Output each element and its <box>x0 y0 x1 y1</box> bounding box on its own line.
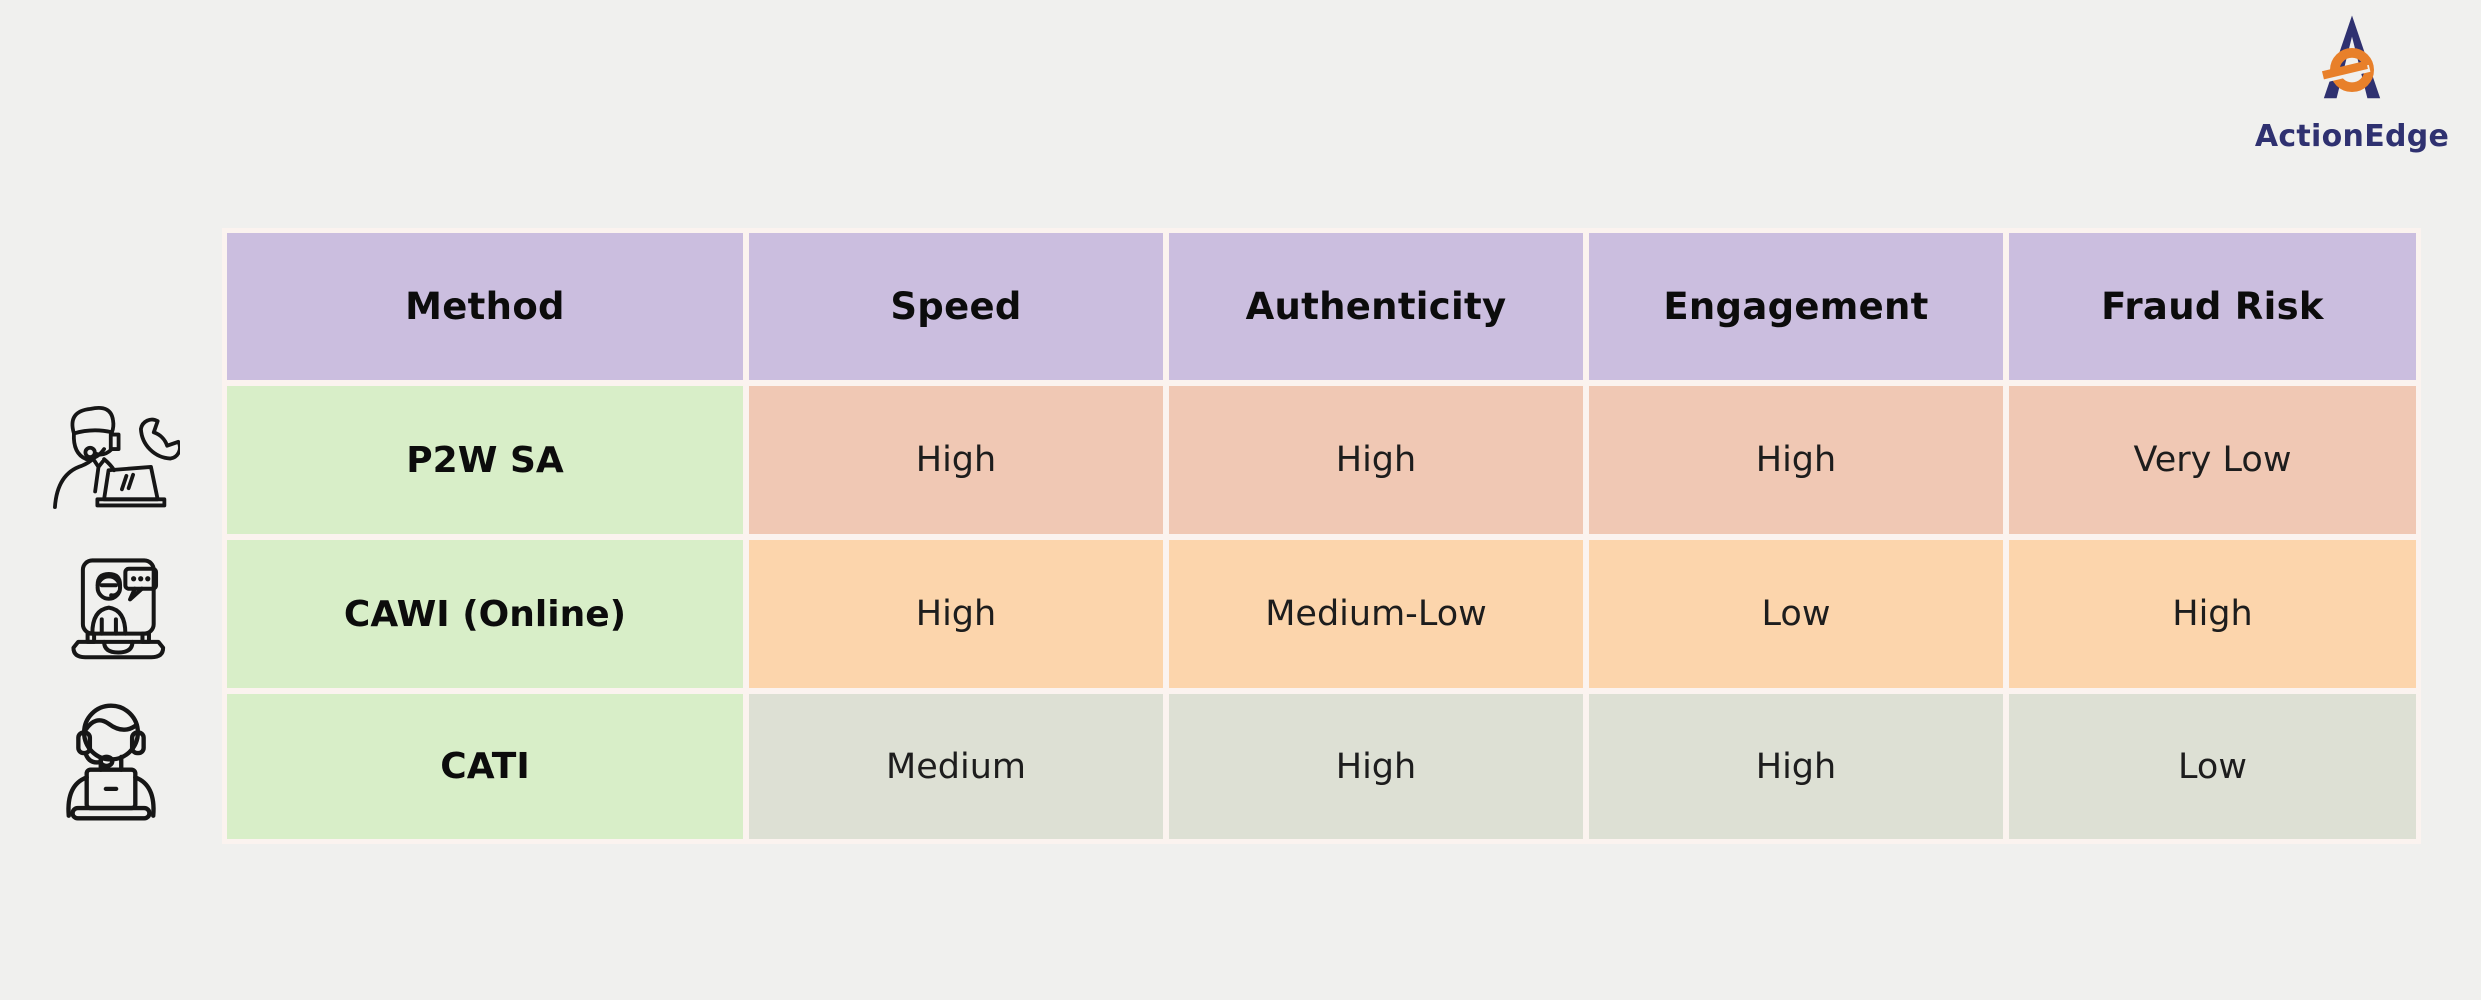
value-cell-speed: High <box>749 386 1163 534</box>
value-cell-fraud-risk: Low <box>2009 694 2416 839</box>
value-cell-fraud-risk: Very Low <box>2009 386 2416 534</box>
actionedge-logo-icon <box>2310 15 2381 99</box>
header-cell-speed: Speed <box>749 233 1163 380</box>
actionedge-logo: ActionEdge <box>2255 12 2449 154</box>
header-cell-engagement: Engagement <box>1589 233 2003 380</box>
call-center-agent-icon <box>46 698 176 826</box>
online-video-chat-icon <box>64 550 182 670</box>
header-cell-method: Method <box>227 233 743 380</box>
method-comparison-table: Method Speed Authenticity Engagement Fra… <box>222 228 2421 844</box>
value-cell-engagement: High <box>1589 386 2003 534</box>
value-cell-authenticity: High <box>1169 694 1583 839</box>
support-agent-with-phone-icon <box>46 402 180 514</box>
value-cell-fraud-risk: High <box>2009 540 2416 688</box>
value-cell-speed: Medium <box>749 694 1163 839</box>
header-cell-fraud-risk: Fraud Risk <box>2009 233 2416 380</box>
method-cell: CATI <box>227 694 743 839</box>
actionedge-logo-text: ActionEdge <box>2254 119 2450 154</box>
method-cell: CAWI (Online) <box>227 540 743 688</box>
value-cell-engagement: Low <box>1589 540 2003 688</box>
method-cell: P2W SA <box>227 386 743 534</box>
header-cell-authenticity: Authenticity <box>1169 233 1583 380</box>
value-cell-speed: High <box>749 540 1163 688</box>
value-cell-authenticity: High <box>1169 386 1583 534</box>
value-cell-engagement: High <box>1589 694 2003 839</box>
value-cell-authenticity: Medium-Low <box>1169 540 1583 688</box>
